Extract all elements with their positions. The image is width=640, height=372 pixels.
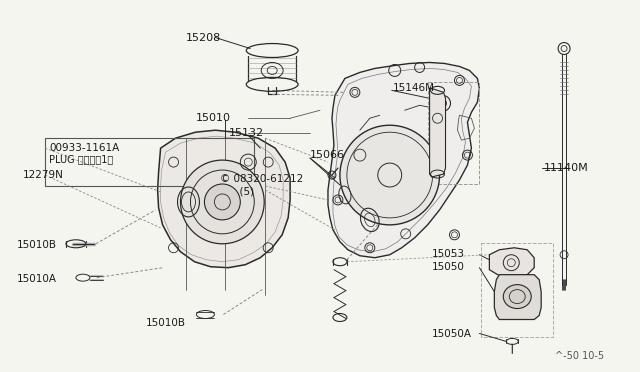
Text: 11140M: 11140M	[544, 163, 589, 173]
Text: ^-50 10-5: ^-50 10-5	[555, 352, 604, 361]
Text: PLUG プラグ（1）: PLUG プラグ（1）	[49, 154, 113, 164]
Text: 15132: 15132	[228, 128, 264, 138]
Text: (5): (5)	[234, 186, 255, 196]
Polygon shape	[328, 62, 479, 258]
Text: 15208: 15208	[186, 33, 221, 42]
Text: 00933-1161A: 00933-1161A	[49, 143, 119, 153]
Ellipse shape	[503, 285, 531, 308]
Text: 15010: 15010	[195, 113, 230, 123]
Text: 15050A: 15050A	[431, 330, 472, 340]
Bar	[481, 243, 553, 337]
Text: 15066: 15066	[310, 150, 345, 160]
Circle shape	[340, 125, 440, 225]
Text: 15010B: 15010B	[17, 240, 57, 250]
Text: 15050: 15050	[431, 262, 465, 272]
Text: 15010B: 15010B	[146, 318, 186, 327]
Text: 12279N: 12279N	[23, 170, 64, 180]
Text: 15010A: 15010A	[17, 274, 57, 284]
Polygon shape	[157, 130, 290, 268]
Polygon shape	[494, 275, 541, 320]
Text: © 08320-61212: © 08320-61212	[220, 174, 303, 184]
Bar	[428, 82, 479, 184]
Bar	[45, 138, 254, 186]
Polygon shape	[429, 89, 445, 177]
Polygon shape	[490, 248, 534, 278]
Circle shape	[180, 160, 264, 244]
Text: 15146M: 15146M	[393, 83, 435, 93]
Text: 15053: 15053	[431, 249, 465, 259]
Circle shape	[204, 184, 240, 220]
